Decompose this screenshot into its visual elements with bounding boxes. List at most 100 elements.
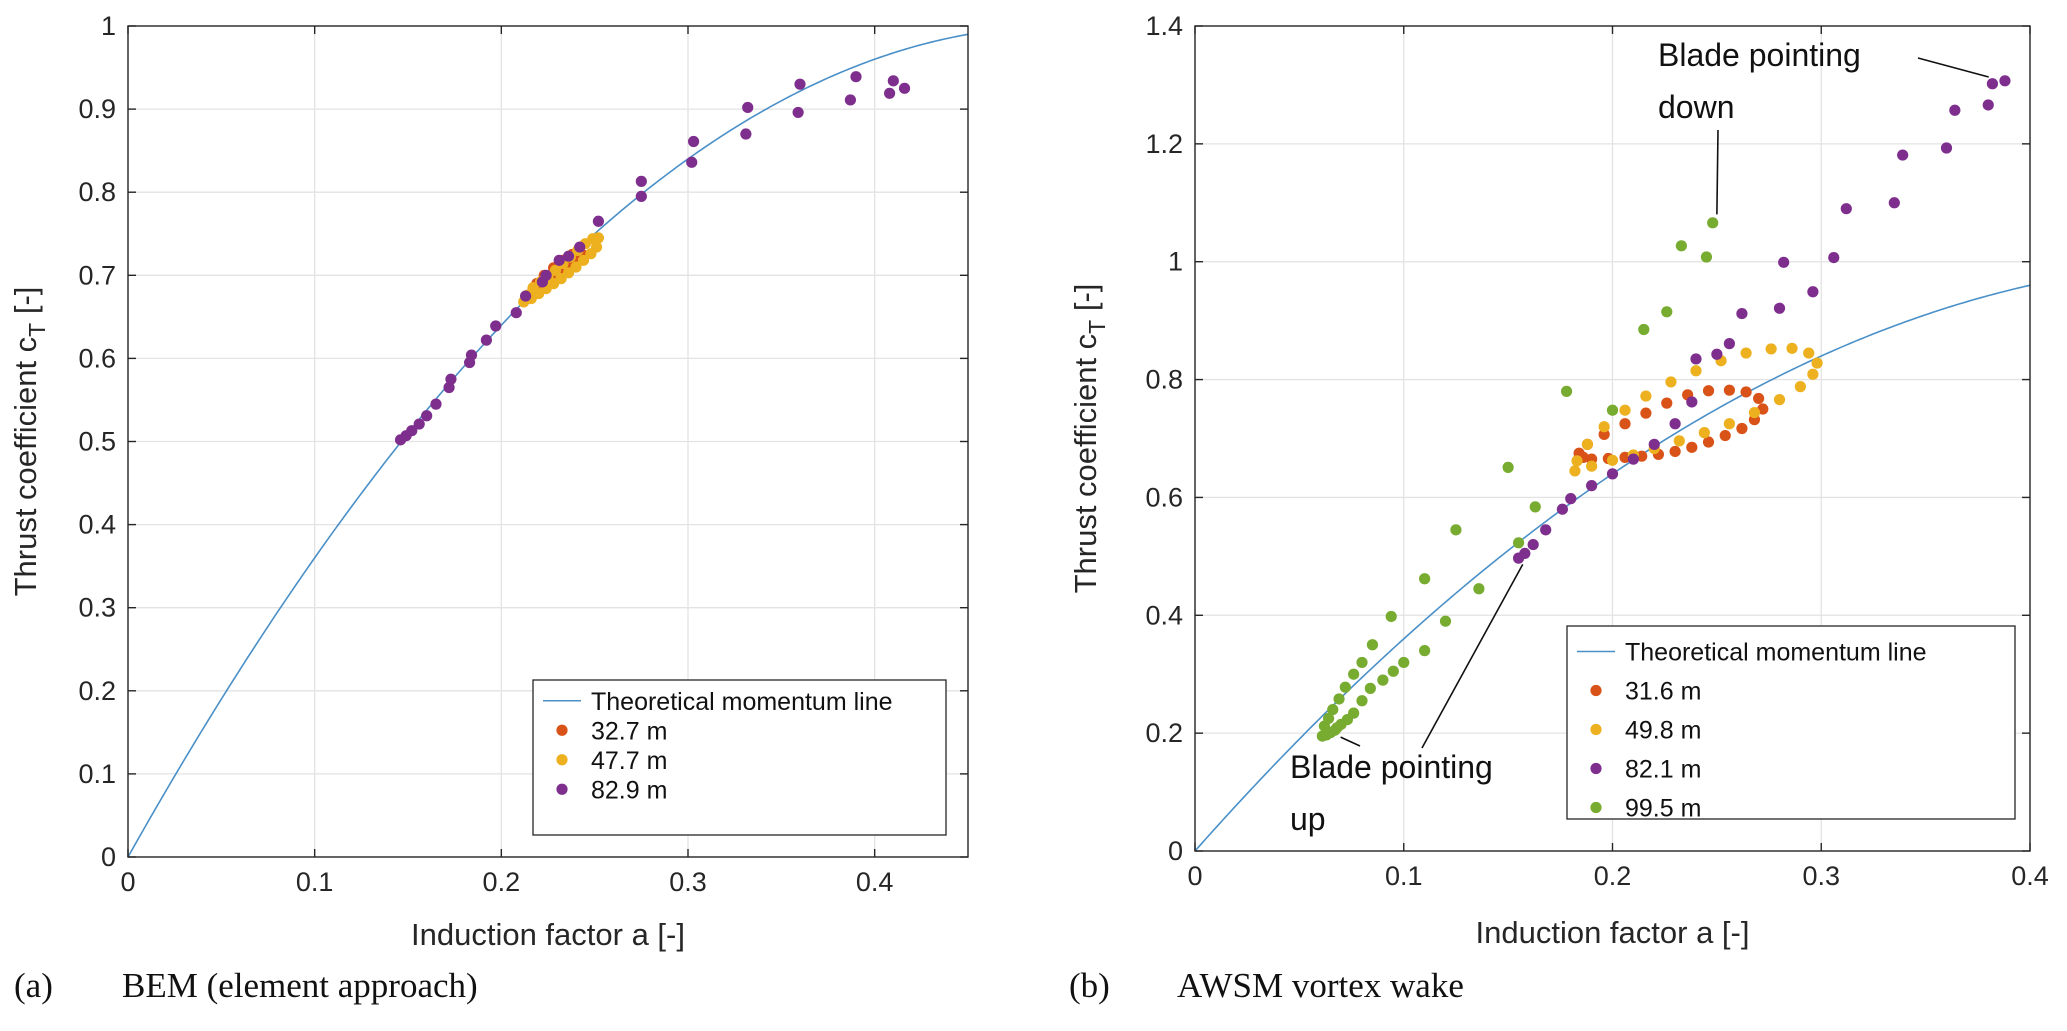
annotation-blade-up-line2: up — [1290, 801, 1326, 837]
legend-label: Theoretical momentum line — [1625, 639, 1927, 667]
data-point — [406, 425, 418, 437]
data-point — [480, 334, 492, 346]
data-point — [1586, 460, 1598, 472]
data-point — [520, 290, 532, 302]
legend: Theoretical momentum line 31.6 m 49.8 m 82.… — [1566, 625, 2016, 823]
caption-a: (a) BEM (element approach) — [14, 966, 478, 1006]
data-point — [686, 156, 698, 168]
data-point — [1473, 583, 1485, 595]
data-point — [1807, 368, 1819, 380]
data-point — [1723, 418, 1735, 430]
data-point — [1619, 404, 1631, 416]
x-tick-label: 0.3 — [1802, 861, 1840, 891]
y-tick-label: 0.4 — [78, 510, 116, 540]
data-point — [1581, 438, 1594, 450]
caption-a-text: BEM (element approach) — [122, 966, 478, 1005]
data-point — [1385, 610, 1397, 623]
data-point — [562, 250, 575, 262]
y-tick-label: 1.4 — [1145, 11, 1183, 41]
data-point — [1640, 390, 1652, 402]
data-point — [1698, 427, 1710, 439]
data-point — [1794, 381, 1806, 393]
y-axis-label-tail: [-] — [1068, 284, 1103, 320]
data-point — [740, 128, 752, 140]
data-point — [1803, 347, 1815, 359]
data-point — [1702, 385, 1715, 397]
legend-marker — [556, 783, 568, 795]
data-point — [1364, 682, 1376, 694]
data-point — [1619, 418, 1631, 430]
chart-panel-b: 0 0.1 0.2 0.3 0.4 0 0.2 0.4 0.6 0.8 1 1.2 1.4 Inducti… — [1068, 11, 2049, 950]
caption-b: (b) AWSM vortex wake — [1069, 966, 1464, 1006]
data-point — [1686, 441, 1698, 453]
annotations: Blade pointing down Blade pointing up — [1290, 37, 1989, 837]
series-995m — [1316, 217, 1719, 742]
y-tick-label: 0.6 — [1145, 482, 1183, 512]
data-point — [1348, 668, 1360, 680]
data-point — [1606, 468, 1619, 480]
data-point — [1366, 639, 1379, 651]
x-axis-label: Induction factor a [-] — [1476, 915, 1750, 950]
data-point — [1888, 197, 1900, 209]
data-point — [1740, 386, 1752, 398]
x-tick-label: 0.4 — [2011, 861, 2049, 891]
x-tick-label: 0.2 — [483, 867, 521, 897]
data-point — [1723, 384, 1735, 396]
legend-marker — [556, 724, 568, 736]
caption-b-tag: (b) — [1069, 966, 1110, 1005]
data-point — [1571, 455, 1583, 467]
data-point — [1565, 493, 1577, 505]
data-point — [1669, 445, 1681, 458]
legend-label: 82.1 m — [1625, 756, 1701, 784]
data-point — [1339, 681, 1351, 693]
data-point — [540, 269, 552, 281]
data-point — [1665, 376, 1677, 388]
legend-marker — [556, 754, 568, 766]
x-tick-label: 0.1 — [296, 867, 334, 897]
data-point — [413, 418, 425, 430]
y-axis-label-tail: [-] — [8, 287, 43, 323]
data-point — [844, 94, 857, 106]
data-point — [1661, 397, 1673, 409]
x-tick-label: 0.2 — [1594, 861, 1632, 891]
y-tick-label: 0.1 — [78, 759, 116, 789]
x-tick-label: 0.1 — [1385, 861, 1423, 891]
series-498m — [1569, 342, 1823, 477]
x-tick-label: 0 — [1187, 861, 1202, 891]
data-point — [574, 241, 586, 253]
data-point — [1512, 537, 1525, 549]
data-point — [1661, 306, 1673, 318]
data-point — [850, 71, 862, 83]
data-point — [1356, 695, 1368, 707]
data-point — [1700, 251, 1713, 263]
data-point — [898, 82, 911, 94]
data-point — [1765, 343, 1777, 355]
data-point — [1598, 428, 1610, 440]
annotation-leader-up-2 — [1421, 563, 1524, 749]
data-point — [1556, 503, 1568, 515]
data-point — [1690, 365, 1702, 377]
data-point — [1569, 465, 1581, 477]
data-point — [887, 75, 899, 87]
data-point — [1753, 392, 1765, 405]
data-point — [1648, 438, 1660, 450]
data-point — [1748, 406, 1761, 419]
data-point — [490, 320, 502, 332]
legend-marker — [1590, 723, 1602, 736]
chart-panel-a: 0 0.1 0.2 0.3 0.4 0 0.1 0.2 0.3 0.4 0.5 0.6 0.7 0.8 0.… — [8, 11, 969, 952]
legend-label: Theoretical momentum line — [591, 688, 893, 716]
data-point — [1778, 256, 1790, 268]
y-axis-label: Thrust coefficient cT [-] — [1068, 284, 1110, 594]
legend-marker — [1590, 801, 1602, 814]
y-tick-label: 0 — [1168, 836, 1183, 866]
y-tick-label: 1 — [1168, 247, 1183, 277]
legend-marker — [1590, 762, 1602, 775]
data-point — [1669, 418, 1681, 430]
data-point — [1419, 645, 1431, 657]
data-point — [1828, 251, 1840, 264]
data-point — [553, 254, 565, 266]
annotation-leader-up-1 — [1340, 736, 1361, 747]
data-point — [884, 87, 896, 99]
data-point — [1527, 538, 1539, 551]
